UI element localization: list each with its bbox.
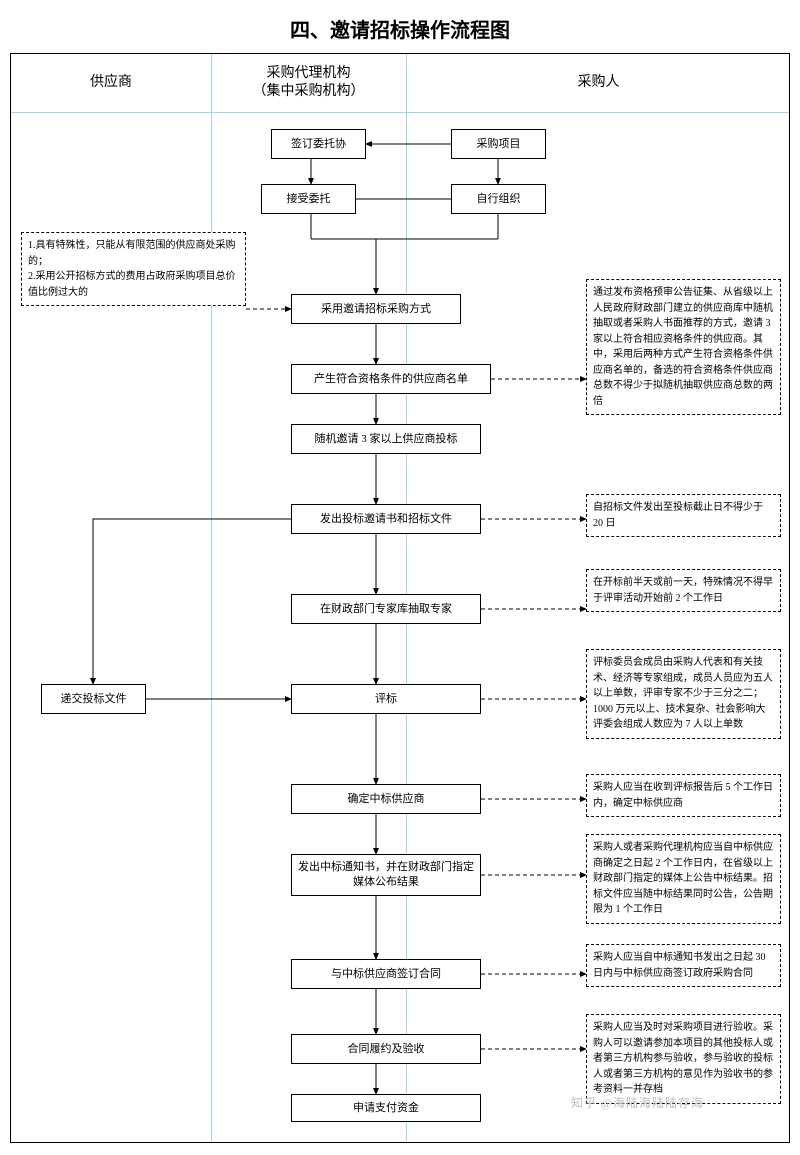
node-contract: 与中标供应商签订合同 (291, 959, 481, 989)
swimlane-divider-1 (211, 54, 212, 1142)
swimlane-supplier: 供应商 (11, 54, 211, 112)
node-supplier-list: 产生符合资格条件的供应商名单 (291, 364, 491, 394)
note-conditions: 1.具有特殊性，只能从有限范围的供应商处采购的； 2.采用公开招标方式的费用占政… (21, 232, 246, 306)
note-committee: 评标委员会成员由采购人代表和有关技术、经济等专家组成，成员人员应为五人以上单数，… (586, 649, 781, 739)
node-random-invite: 随机邀请 3 家以上供应商投标 (291, 424, 481, 454)
note-announce: 采购人或者采购代理机构应当自中标供应商确定之日起 2 个工作日内，在省级以上财政… (586, 834, 781, 924)
note-expert-timing: 在开标前半天或前一天，特殊情况不得早于评审活动开始前 2 个工作日 (586, 569, 781, 612)
node-issue-docs: 发出投标邀请书和招标文件 (291, 504, 481, 534)
node-winner: 确定中标供应商 (291, 784, 481, 814)
swimlane-purchaser: 采购人 (406, 54, 791, 112)
flowchart-canvas: 供应商 采购代理机构 （集中采购机构） 采购人 (10, 53, 790, 1143)
node-payment: 申请支付资金 (291, 1094, 481, 1122)
swimlane-agency: 采购代理机构 （集中采购机构） (211, 54, 406, 112)
page-title: 四、邀请招标操作流程图 (0, 0, 800, 53)
swimlane-header-rule (11, 112, 789, 113)
note-20days: 自招标文件发出至投标截止日不得少于 20 日 (586, 494, 781, 537)
node-notice: 发出中标通知书，并在财政部门指定媒体公布结果 (291, 854, 481, 896)
node-accept: 接受委托 (261, 184, 356, 214)
node-sign-agreement: 签订委托协 (271, 129, 366, 159)
node-expert: 在财政部门专家库抽取专家 (291, 594, 481, 624)
node-method: 采用邀请招标采购方式 (291, 294, 461, 324)
note-30days: 采购人应当自中标通知书发出之日起 30 日内与中标供应商签订政府采购合同 (586, 944, 781, 987)
node-evaluate: 评标 (291, 684, 481, 714)
node-self-organize: 自行组织 (451, 184, 546, 214)
note-5days: 采购人应当在收到评标报告后 5 个工作日内，确定中标供应商 (586, 774, 781, 817)
node-project: 采购项目 (451, 129, 546, 159)
watermark: 知乎 @海陆海陆陆存海 (571, 1094, 704, 1111)
node-submit-bid: 递交投标文件 (41, 684, 146, 714)
node-perform: 合同履约及验收 (291, 1034, 481, 1064)
note-acceptance: 采购人应当及时对采购项目进行验收。采购人可以邀请参加本项目的其他投标人或者第三方… (586, 1014, 781, 1104)
note-shortlist: 通过发布资格预审公告征集、从省级以上人民政府财政部门建立的供应商库中随机抽取或者… (586, 279, 781, 415)
